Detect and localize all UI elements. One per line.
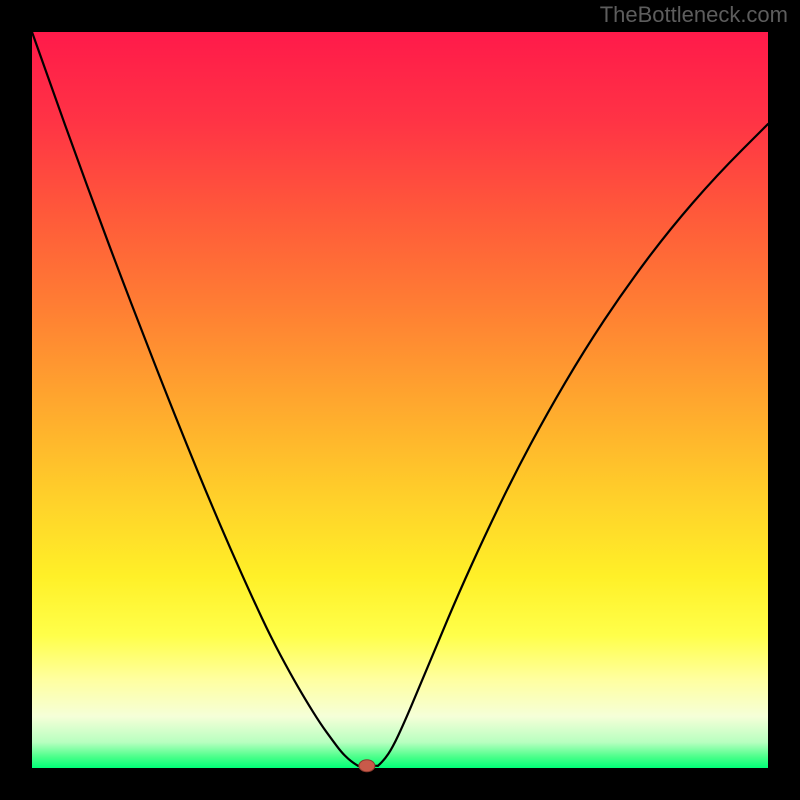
valley-marker	[359, 760, 375, 772]
watermark-text: TheBottleneck.com	[600, 2, 788, 28]
plot-background	[32, 32, 768, 768]
chart-container: TheBottleneck.com	[0, 0, 800, 800]
bottleneck-chart	[0, 0, 800, 800]
